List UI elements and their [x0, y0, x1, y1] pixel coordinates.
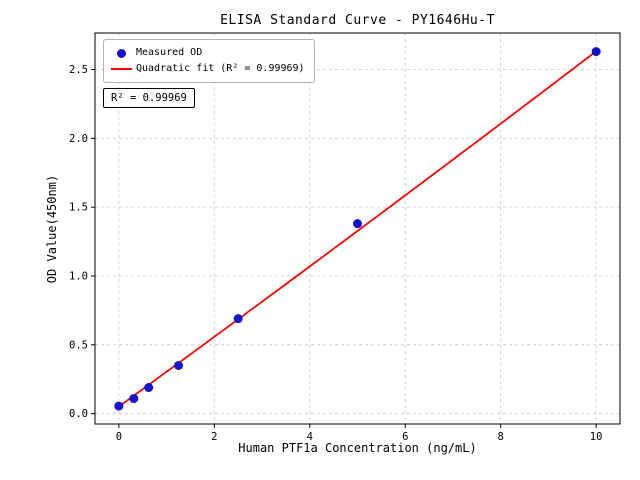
x-tick-label: 10: [590, 431, 603, 443]
x-axis-label: Human PTF1a Concentration (ng/mL): [238, 441, 477, 455]
data-point: [114, 401, 124, 411]
legend-label-quadratic-fit: Quadratic fit (R² = 0.99969): [136, 63, 305, 74]
y-tick-label: 2.0: [69, 133, 88, 145]
y-tick-label: 1.0: [69, 270, 88, 282]
data-point: [144, 383, 154, 393]
y-tick-label: 0.5: [69, 339, 88, 351]
y-tick-label: 1.5: [69, 202, 88, 214]
chart-title: ELISA Standard Curve - PY1646Hu-T: [220, 13, 495, 28]
legend: Measured OD Quadratic fit (R² = 0.99969): [103, 39, 315, 83]
x-tick-label: 2: [211, 431, 217, 443]
data-point: [591, 47, 601, 57]
x-tick-label: 4: [307, 431, 313, 443]
legend-label-measured-od: Measured OD: [136, 47, 203, 58]
legend-item-measured-od: Measured OD: [111, 45, 305, 61]
data-point: [353, 219, 362, 229]
axes-box: [94, 32, 621, 425]
y-tick-label: 2.5: [69, 64, 88, 76]
quadratic-fit-line: [118, 50, 597, 408]
x-tick-label: 0: [116, 431, 122, 443]
data-point: [129, 394, 139, 404]
y-tick-label: 0.0: [69, 408, 88, 420]
r-squared-annotation: R² = 0.99969: [103, 88, 195, 108]
data-point: [174, 360, 184, 370]
measured-od-marker-icon: [117, 48, 126, 58]
x-tick-label: 8: [498, 431, 504, 443]
fit-line-marker-icon: [111, 68, 132, 70]
y-axis-label: OD Value(450nm): [45, 174, 59, 284]
legend-item-quadratic-fit: Quadratic fit (R² = 0.99969): [111, 61, 305, 77]
x-tick-label: 6: [402, 431, 408, 443]
data-point: [233, 314, 243, 324]
